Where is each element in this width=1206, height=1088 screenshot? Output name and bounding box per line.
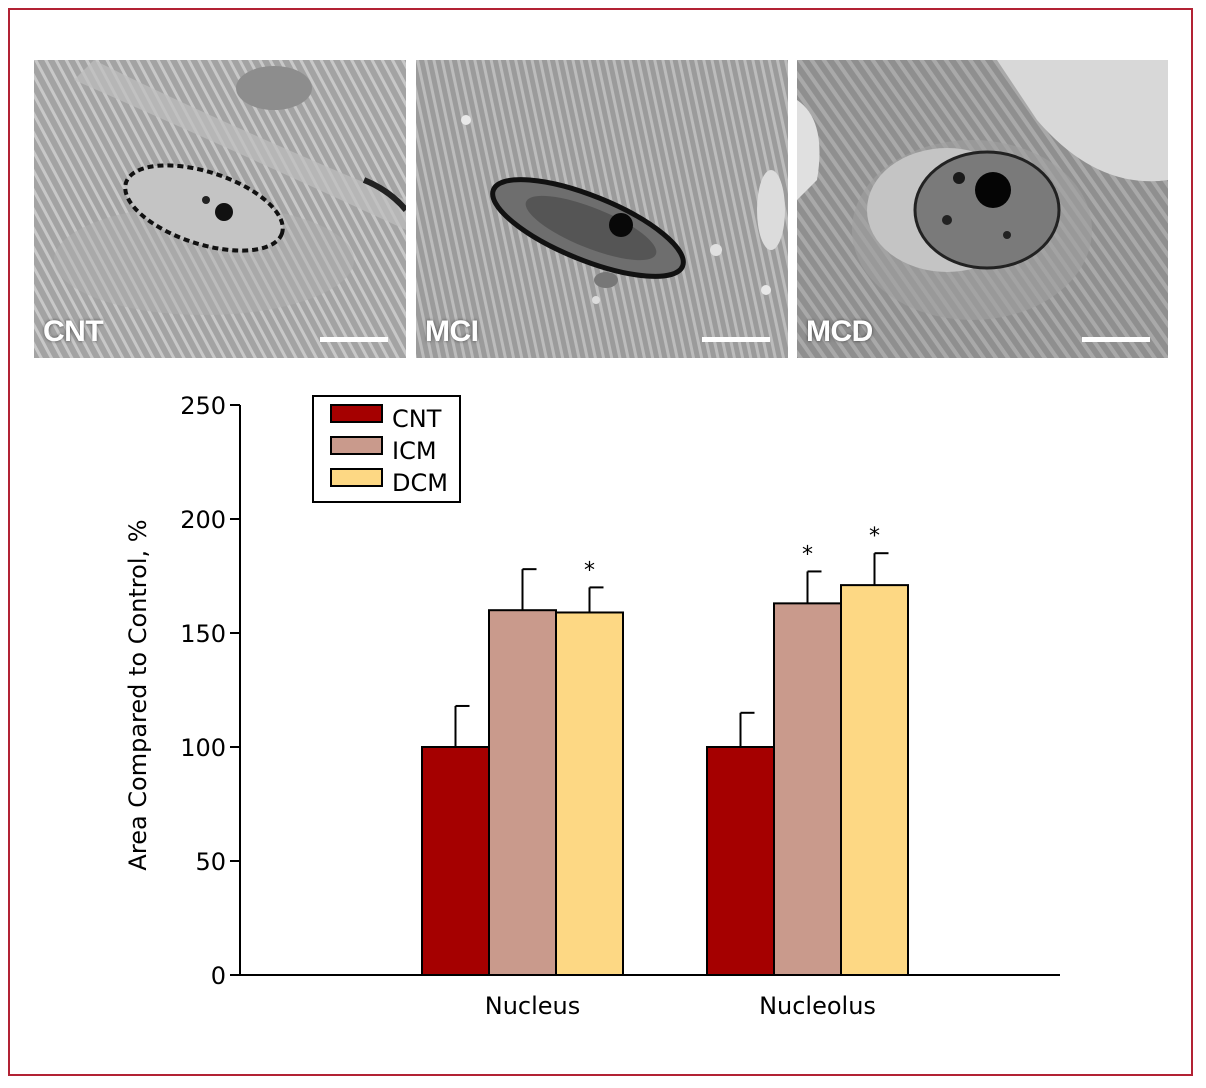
bar-icm-nucleolus <box>773 602 842 976</box>
micrograph-cnt: CNT <box>34 60 406 358</box>
legend-swatch-cnt <box>330 404 383 423</box>
micrograph-mci-image <box>416 60 788 358</box>
significance-marker: * <box>802 542 813 567</box>
bar-dcm-nucleus <box>555 611 624 976</box>
bar-cnt-nucleolus <box>706 746 775 976</box>
significance-marker: * <box>869 524 880 549</box>
micrograph-cnt-label: CNT <box>43 315 104 348</box>
y-axis-label: Area Compared to Control, % <box>124 519 152 870</box>
micrograph-cnt-image <box>34 60 406 358</box>
legend-swatch-icm <box>330 436 383 455</box>
micrograph-mci: MCI <box>416 60 788 358</box>
x-tick-label: Nucleus <box>485 992 581 1020</box>
scale-bar <box>1082 337 1150 342</box>
micrograph-mcd: MCD <box>797 60 1168 358</box>
scale-bar <box>702 337 770 342</box>
micrograph-mcd-image <box>797 60 1168 358</box>
legend-swatch-dcm <box>330 468 383 487</box>
micrograph-mci-label: MCI <box>425 315 479 348</box>
y-tick-label: 50 <box>195 848 226 876</box>
legend-label-icm: ICM <box>392 437 437 465</box>
bar-icm-nucleus <box>488 609 557 976</box>
y-tick-label: 250 <box>180 392 226 420</box>
figure-frame <box>8 8 1193 1076</box>
y-tick-label: 100 <box>180 734 226 762</box>
y-tick-label: 0 <box>211 962 226 990</box>
legend-label-cnt: CNT <box>392 405 442 433</box>
y-tick-label: 200 <box>180 506 226 534</box>
bar-dcm-nucleolus <box>840 584 909 976</box>
scale-bar <box>320 337 388 342</box>
legend-label-dcm: DCM <box>392 469 448 497</box>
bar-cnt-nucleus <box>421 746 490 976</box>
legend: CNT ICM DCM <box>312 395 461 503</box>
significance-marker: * <box>584 558 595 583</box>
micrograph-mcd-label: MCD <box>806 315 873 348</box>
y-tick-label: 150 <box>180 620 226 648</box>
x-tick-label: Nucleolus <box>759 992 876 1020</box>
